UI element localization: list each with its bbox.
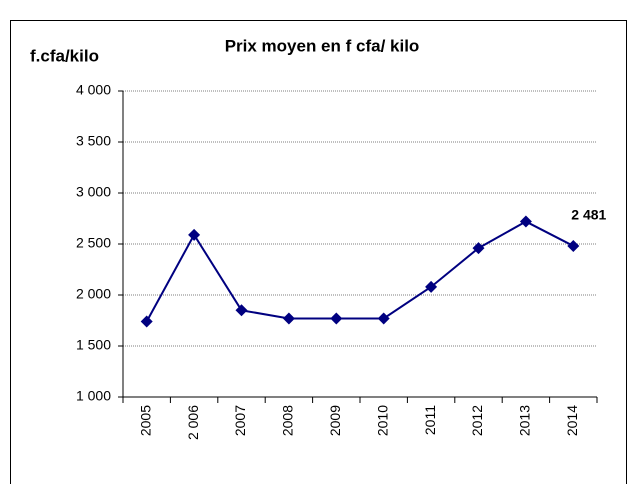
y-tick-label: 2 500 (76, 235, 111, 251)
x-tick-label: 2012 (469, 405, 485, 436)
x-tick-label: 2014 (564, 405, 580, 436)
y-tick-label: 1 500 (76, 337, 111, 353)
y-tick-label: 2 000 (76, 286, 111, 302)
x-tick-label: 2009 (327, 405, 343, 436)
x-tick-label: 2010 (374, 405, 390, 436)
chart-title: Prix moyen en f cfa/ kilo (225, 36, 420, 55)
y-tick-label: 4 000 (76, 82, 111, 98)
data-point (188, 228, 201, 241)
y-axis-label: f.cfa/kilo (30, 46, 99, 65)
x-tick-label: 2013 (517, 405, 533, 436)
x-tick-label: 2011 (422, 405, 438, 435)
data-point (377, 312, 390, 325)
data-point (519, 215, 532, 228)
data-point (282, 312, 295, 325)
data-point (425, 280, 438, 293)
x-tick-label: 2008 (280, 405, 296, 436)
data-label: 2 481 (571, 207, 606, 223)
x-tick-label: 2 006 (185, 405, 201, 440)
chart-frame (10, 20, 627, 484)
data-point (472, 242, 485, 255)
x-tick-label: 2007 (232, 405, 248, 436)
data-point (567, 239, 580, 252)
data-line (145, 220, 574, 322)
data-point (140, 315, 153, 328)
y-tick-label: 3 000 (76, 184, 111, 200)
data-point (235, 304, 248, 317)
x-tick-label: 2005 (137, 405, 153, 436)
data-point (330, 312, 343, 325)
y-tick-label: 1 000 (76, 388, 111, 404)
y-tick-label: 3 500 (76, 133, 111, 149)
